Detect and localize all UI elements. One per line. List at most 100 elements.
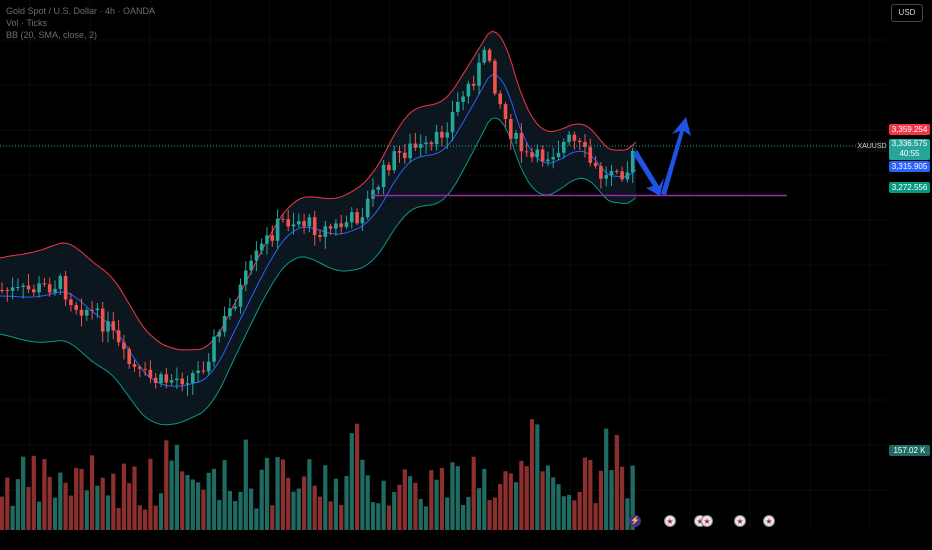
candle — [477, 62, 481, 86]
candle — [5, 290, 10, 292]
candle — [16, 287, 20, 289]
candle — [138, 366, 142, 369]
candle — [630, 150, 635, 173]
legend-bollinger[interactable]: BB (20, SMA, close, 2) — [6, 30, 98, 40]
volume-bar — [137, 505, 142, 530]
volume-bar — [206, 472, 211, 530]
candle — [122, 342, 126, 350]
candle — [498, 93, 502, 105]
volume-bar — [323, 465, 328, 530]
candle — [281, 218, 285, 220]
us-flag-icon[interactable]: ★ — [763, 515, 775, 527]
candle — [106, 321, 110, 332]
candle — [487, 49, 492, 61]
volume-bar — [439, 467, 444, 530]
volume-bar — [211, 468, 217, 530]
candle — [509, 119, 513, 139]
volume-bar — [519, 460, 524, 530]
volume-bar — [286, 477, 291, 530]
volume-bar — [577, 491, 582, 530]
volume-bar — [37, 501, 42, 530]
volume-bar — [487, 499, 492, 530]
candle — [471, 83, 476, 86]
volume-bar — [498, 483, 503, 530]
volume-bar — [249, 488, 254, 530]
volume-bar — [328, 501, 333, 530]
candle — [403, 152, 407, 159]
volume-bar — [434, 479, 439, 530]
candle — [593, 162, 598, 167]
volume-bars — [0, 419, 635, 530]
candle — [588, 147, 593, 163]
volume-bar — [333, 478, 338, 530]
volume-bar — [47, 476, 52, 530]
volume-bar — [529, 419, 535, 530]
candle — [450, 111, 455, 133]
candle — [79, 309, 84, 316]
volume-bar — [614, 434, 619, 530]
legend-symbol[interactable]: Gold Spot / U.S. Dollar · 4h · OANDA — [6, 6, 156, 16]
lower-band-label: 3,272.556 — [889, 182, 930, 193]
candle — [530, 152, 534, 158]
candle — [212, 336, 216, 362]
volume-bar — [429, 470, 434, 530]
flash-icon[interactable]: ⚡ — [629, 515, 641, 527]
candle — [32, 289, 36, 293]
volume-bar — [445, 497, 450, 530]
candle — [238, 284, 243, 307]
volume-bar — [79, 468, 84, 530]
volume-bar — [535, 424, 540, 530]
chart-legend: Gold Spot / U.S. Dollar · 4h · OANDA Vol… — [6, 5, 155, 41]
volume-bar — [21, 456, 26, 530]
us-flag-icon[interactable]: ★ — [664, 515, 676, 527]
volume-bar — [111, 473, 116, 530]
candle — [275, 218, 280, 241]
volume-bar — [296, 488, 301, 530]
candle — [334, 223, 338, 229]
candle — [583, 141, 587, 148]
ticker-label: XAUUSD — [857, 141, 887, 152]
volume-bar — [408, 476, 413, 530]
candle — [148, 369, 153, 378]
volume-bar — [15, 479, 20, 530]
volume-bar — [0, 496, 5, 530]
candle — [201, 370, 206, 372]
candle — [339, 223, 343, 227]
candle — [26, 285, 31, 290]
volume-bar — [254, 508, 259, 530]
candle — [577, 140, 582, 142]
candle — [424, 142, 428, 145]
volume-bar — [609, 470, 614, 530]
volume-bar — [567, 494, 572, 530]
volume-bar — [95, 485, 100, 530]
candle — [42, 283, 47, 285]
volume-bar — [180, 471, 185, 530]
candle — [540, 149, 545, 162]
candle — [408, 143, 412, 159]
volume-bar — [63, 482, 68, 530]
legend-volume[interactable]: Vol · Ticks — [6, 18, 48, 28]
candle — [429, 142, 434, 145]
candle — [615, 170, 619, 172]
bollinger-upper-band — [0, 30, 637, 351]
volume-bar — [158, 493, 164, 530]
candle — [625, 172, 630, 180]
volume-bar — [588, 459, 593, 530]
us-flag-icon[interactable]: ★ — [701, 515, 713, 527]
upper-band-label: 3,359.254 — [889, 124, 930, 135]
us-flag-icon[interactable]: ★ — [734, 515, 746, 527]
candle — [524, 151, 529, 153]
currency-button[interactable]: USD — [891, 4, 923, 22]
volume-bar — [413, 482, 418, 530]
volume-bar — [259, 469, 264, 530]
candle — [376, 187, 381, 190]
candle — [350, 212, 354, 223]
volume-bar — [620, 466, 625, 530]
candle — [47, 284, 52, 293]
volume-bar — [365, 475, 370, 530]
volume-bar — [26, 486, 31, 530]
volume-bar — [280, 459, 285, 530]
candle — [434, 131, 439, 145]
volume-bar — [508, 473, 513, 530]
